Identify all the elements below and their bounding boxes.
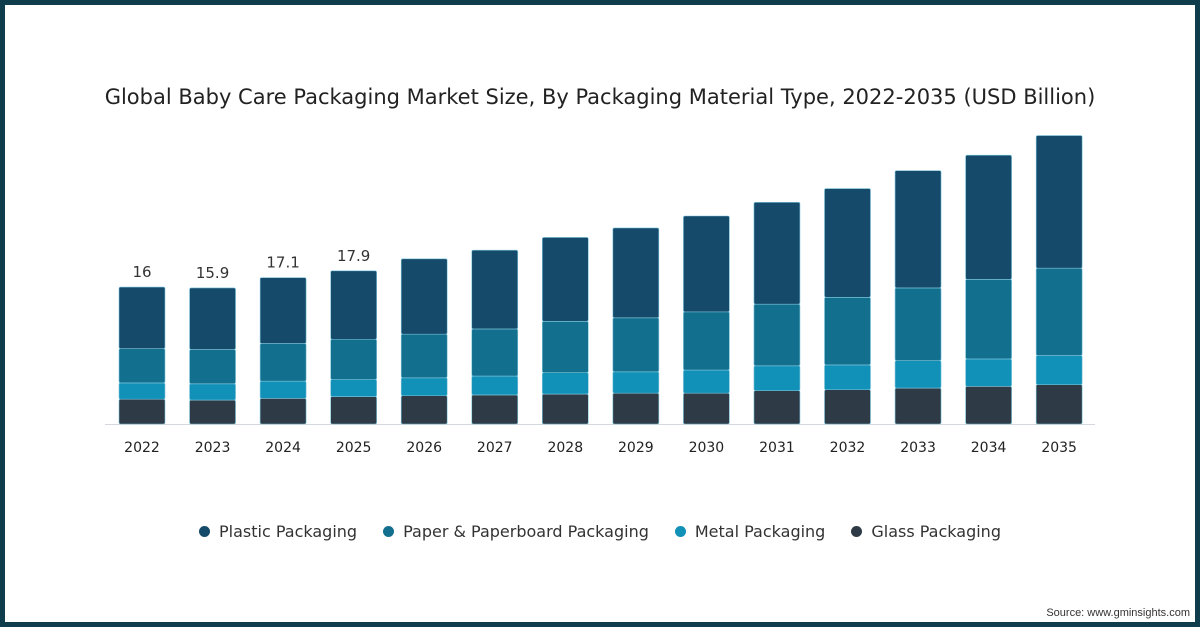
bar-segment-plastic-packaging-2022 [118, 286, 166, 349]
bar-segment-paper-paperboard-packaging-2031 [753, 303, 801, 367]
x-tick-label: 2023 [195, 440, 231, 456]
chart-title: Global Baby Care Packaging Market Size, … [104, 85, 1096, 109]
bar-segment-glass-packaging-2024 [259, 398, 307, 425]
bar-segment-paper-paperboard-packaging-2026 [400, 333, 448, 379]
legend-item: Metal Packaging [674, 522, 826, 541]
bar-segment-plastic-packaging-2026 [400, 258, 448, 335]
bar-segment-metal-packaging-2030 [683, 369, 730, 394]
x-tick-label: 2029 [618, 440, 654, 456]
legend-item: Glass Packaging [851, 522, 1001, 541]
data-label: 17.9 [337, 247, 370, 265]
bar-segment-glass-packaging-2027 [471, 394, 519, 425]
bar-segment-paper-paperboard-packaging-2029 [612, 317, 660, 373]
bar-segment-metal-packaging-2029 [612, 371, 660, 394]
bar-segment-metal-packaging-2023 [189, 383, 236, 401]
bar-segment-metal-packaging-2032 [824, 364, 871, 391]
x-tick-label: 2035 [1041, 440, 1077, 456]
bar-segment-paper-paperboard-packaging-2035 [1035, 267, 1083, 356]
legend-label: Metal Packaging [694, 522, 826, 541]
x-tick-label: 2033 [900, 440, 936, 456]
legend-marker-icon [199, 526, 211, 537]
x-tick-label: 2022 [124, 440, 160, 456]
bar-segment-paper-paperboard-packaging-2023 [189, 349, 236, 385]
x-tick-label: 2030 [689, 440, 725, 456]
bar-segment-plastic-packaging-2030 [683, 215, 730, 313]
bar-segment-plastic-packaging-2032 [824, 188, 871, 298]
bar-segment-paper-paperboard-packaging-2025 [330, 338, 377, 380]
legend-label: Glass Packaging [871, 522, 1001, 541]
bar-segment-plastic-packaging-2029 [612, 227, 660, 319]
bar-segment-glass-packaging-2022 [118, 398, 166, 425]
bar-segment-metal-packaging-2027 [471, 375, 519, 396]
bar-segment-glass-packaging-2031 [753, 390, 801, 425]
bar-segment-metal-packaging-2035 [1035, 355, 1083, 385]
bar-segment-plastic-packaging-2035 [1035, 135, 1083, 269]
x-tick-label: 2028 [547, 440, 583, 456]
bar-segment-plastic-packaging-2031 [753, 201, 801, 305]
x-tick-label: 2024 [265, 440, 301, 456]
bar-segment-glass-packaging-2032 [824, 389, 871, 425]
bar-segment-glass-packaging-2029 [612, 392, 660, 425]
bar-segment-glass-packaging-2026 [400, 395, 448, 425]
legend: Plastic Packaging Paper & Paperboard Pack… [0, 522, 1200, 541]
bar-segment-plastic-packaging-2024 [259, 277, 307, 344]
data-label: 15.9 [196, 264, 229, 282]
x-tick-label: 2026 [406, 440, 442, 456]
x-tick-label: 2025 [336, 440, 372, 456]
x-tick-label: 2032 [830, 440, 866, 456]
bar-segment-plastic-packaging-2028 [541, 237, 589, 322]
bar-segment-glass-packaging-2034 [965, 386, 1012, 425]
bar-segment-paper-paperboard-packaging-2024 [259, 343, 307, 382]
bar-segment-metal-packaging-2024 [259, 380, 307, 399]
bar-segment-plastic-packaging-2033 [894, 170, 942, 289]
bar-segment-glass-packaging-2035 [1035, 384, 1083, 425]
bar-segment-plastic-packaging-2023 [189, 287, 236, 350]
bar-segment-metal-packaging-2025 [330, 379, 377, 397]
bar-segment-paper-paperboard-packaging-2028 [541, 320, 589, 373]
legend-label: Plastic Packaging [219, 522, 358, 541]
bar-segment-paper-paperboard-packaging-2034 [965, 279, 1012, 360]
bar-segment-paper-paperboard-packaging-2033 [894, 287, 942, 361]
bar-segment-glass-packaging-2033 [894, 387, 942, 425]
bar-segment-metal-packaging-2034 [965, 358, 1012, 387]
bar-segment-metal-packaging-2028 [541, 372, 589, 395]
source-text: Source: www.gminsights.com [1046, 607, 1190, 619]
x-tick-label: 2031 [759, 440, 795, 456]
data-label: 17.1 [266, 254, 299, 272]
bar-segment-metal-packaging-2026 [400, 377, 448, 397]
legend-marker-icon [851, 526, 863, 537]
bar-segment-plastic-packaging-2025 [330, 270, 377, 340]
data-label: 16 [132, 263, 151, 281]
x-tick-label: 2027 [477, 440, 513, 456]
legend-item: Paper & Paperboard Packaging [383, 522, 649, 541]
legend-marker-icon [383, 526, 395, 537]
bar-segment-paper-paperboard-packaging-2030 [683, 311, 730, 371]
bar-segment-glass-packaging-2023 [189, 399, 236, 425]
bar-segment-metal-packaging-2031 [753, 365, 801, 391]
bar-segment-paper-paperboard-packaging-2032 [824, 297, 871, 366]
bar-segment-glass-packaging-2028 [541, 393, 589, 425]
bar-segment-glass-packaging-2030 [683, 392, 730, 425]
legend-item: Plastic Packaging [199, 522, 357, 541]
legend-marker-icon [674, 526, 686, 537]
bar-segment-paper-paperboard-packaging-2022 [118, 348, 166, 384]
bar-segment-paper-paperboard-packaging-2027 [471, 328, 519, 377]
legend-label: Paper & Paperboard Packaging [403, 522, 649, 541]
bar-segment-metal-packaging-2022 [118, 382, 166, 400]
bar-segment-glass-packaging-2025 [330, 396, 377, 425]
bar-segment-metal-packaging-2033 [894, 360, 942, 389]
bar-segment-plastic-packaging-2027 [471, 249, 519, 330]
x-tick-label: 2034 [971, 440, 1007, 456]
bar-segment-plastic-packaging-2034 [965, 154, 1012, 280]
